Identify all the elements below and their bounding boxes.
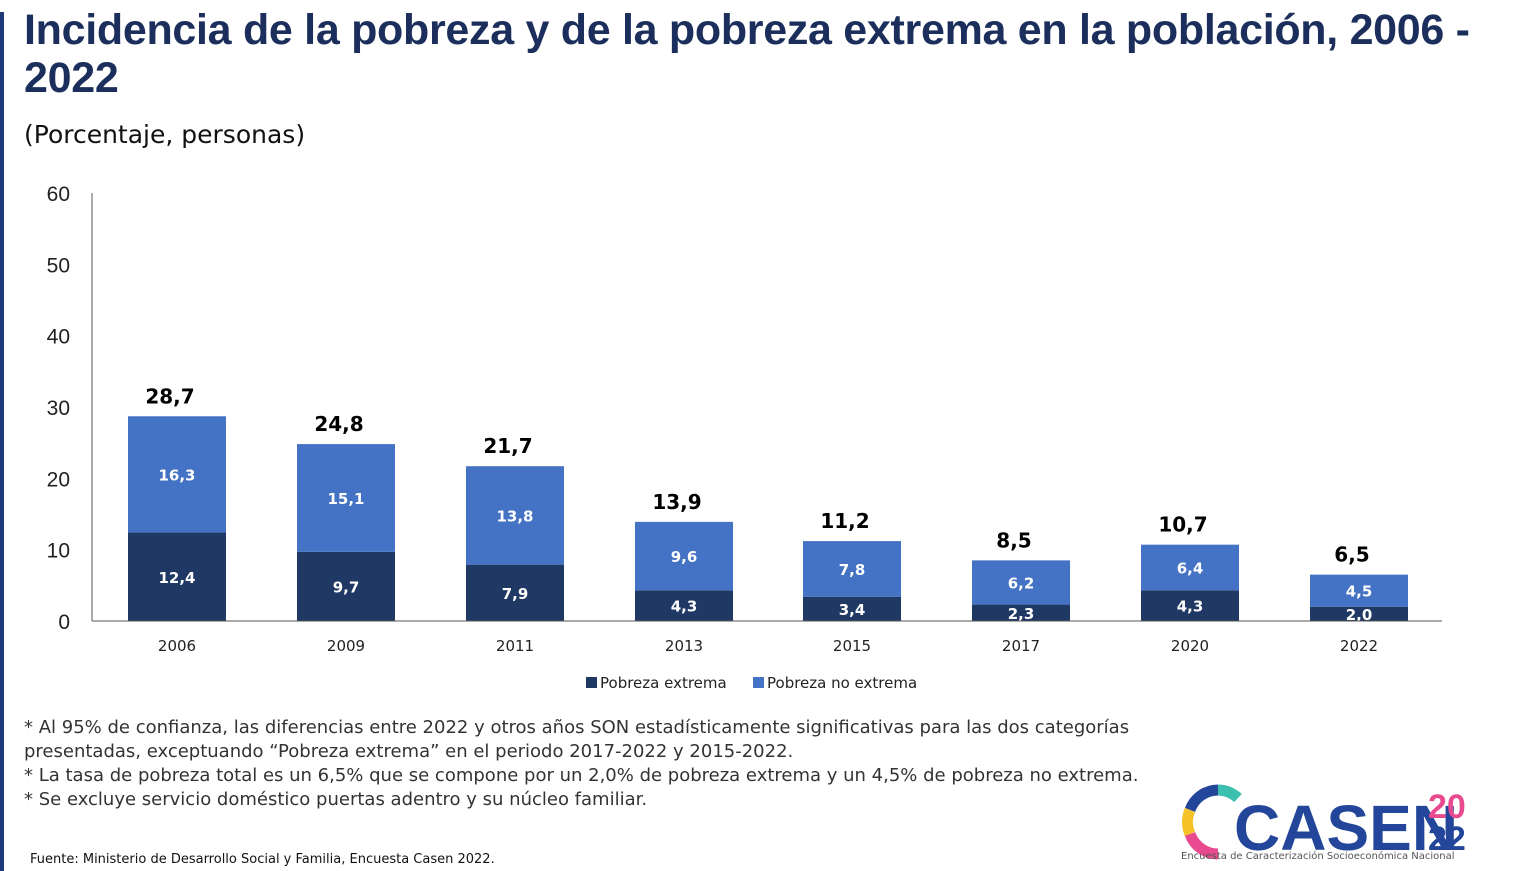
legend-label: Pobreza extrema [600,674,727,692]
data-label-no-extrema: 9,6 [671,548,698,566]
data-label-no-extrema: 6,2 [1008,574,1035,592]
x-tick-label: 2020 [1171,637,1209,655]
logo-c-ring-icon [1182,784,1242,860]
chart-title: Incidencia de la pobreza y de la pobreza… [24,6,1470,102]
data-label-extrema: 9,7 [333,578,360,596]
x-tick-label: 2009 [327,637,365,655]
data-label-extrema: 7,9 [502,585,529,603]
footnote-confidence: * Al 95% de confianza, las diferencias e… [24,717,1130,762]
bar-pobreza-no-extrema [1310,574,1408,607]
data-label-no-extrema: 7,8 [839,561,866,579]
casen-logo: CASEN 20 22 [1182,784,1466,864]
stacked-bar-chart: 0 10 20 30 40 50 60 12,4 16,3 28,7 9,7 15,1 24,8 7,9… [47,183,1442,692]
total-label: 10,7 [1158,513,1207,537]
y-axis: 0 10 20 30 40 50 60 [47,183,93,634]
data-label-extrema: 3,4 [839,601,866,619]
bar-pobreza-no-extrema [803,541,901,597]
logo-caption: Encuesta de Caracterización Socioeconómi… [1181,851,1455,862]
bar-pobreza-no-extrema [972,560,1070,605]
x-tick-label: 2015 [833,637,871,655]
y-tick-label: 60 [47,183,70,206]
legend-label: Pobreza no extrema [767,674,917,692]
footnote-total-rate: * La tasa de pobreza total es un 6,5% qu… [24,765,1139,786]
logo-year-top: 20 [1428,788,1466,826]
bar-pobreza-no-extrema [466,466,564,565]
x-axis: 2006 2009 2011 2013 2015 2017 2020 2022 [92,620,1442,655]
y-tick-label: 30 [47,397,70,420]
data-label-no-extrema: 13,8 [496,507,533,525]
bar-pobreza-extrema [1310,606,1408,621]
chart-subtitle: (Porcentaje, personas) [24,120,306,149]
bar-pobreza-no-extrema [1141,544,1239,591]
total-label: 28,7 [145,384,194,408]
y-tick-label: 20 [47,468,70,491]
data-label-extrema: 4,3 [1177,598,1204,616]
x-tick-label: 2013 [665,637,703,655]
x-tick-label: 2017 [1002,637,1040,655]
bar-pobreza-extrema [972,604,1070,621]
left-accent-rule [0,12,4,871]
data-label-extrema: 2,0 [1346,606,1373,624]
x-tick-label: 2022 [1340,637,1378,655]
total-label: 13,9 [652,490,701,514]
y-tick-label: 50 [47,254,70,277]
data-label-extrema: 4,3 [671,598,698,616]
bar-pobreza-extrema [1141,590,1239,621]
source-note: Fuente: Ministerio de Desarrollo Social … [30,852,495,867]
bar-pobreza-no-extrema [297,444,395,552]
x-tick-label: 2006 [158,637,196,655]
bars: 12,4 16,3 28,7 9,7 15,1 24,8 7,9 13,8 21,7 4,3 9,6… [128,384,1408,624]
data-label-no-extrema: 6,4 [1177,560,1204,578]
bar-pobreza-extrema [635,590,733,621]
total-label: 21,7 [483,434,532,458]
legend: Pobreza extrema Pobreza no extrema [586,674,917,692]
data-label-no-extrema: 16,3 [158,466,195,484]
data-label-extrema: 12,4 [158,569,195,587]
total-label: 8,5 [996,528,1031,552]
data-label-no-extrema: 4,5 [1346,583,1373,601]
total-label: 6,5 [1334,543,1369,567]
bar-pobreza-no-extrema [128,416,226,533]
bar-pobreza-no-extrema [635,521,733,591]
logo-word: CASEN [1234,792,1458,864]
legend-swatch [586,677,597,688]
bar-pobreza-extrema [466,564,564,621]
y-tick-label: 40 [47,326,70,349]
bar-pobreza-extrema [297,551,395,621]
footnotes: * Al 95% de confianza, las diferencias e… [24,716,1164,812]
y-tick-label: 0 [58,611,70,634]
total-label: 24,8 [314,412,363,436]
logo-year-bottom: 22 [1428,820,1466,858]
y-tick-label: 10 [47,540,70,563]
bar-pobreza-extrema [803,596,901,621]
footnote-exclusion: * Se excluye servicio doméstico puertas … [24,789,648,810]
data-label-extrema: 2,3 [1008,605,1035,623]
x-tick-label: 2011 [496,637,534,655]
total-label: 11,2 [820,509,869,533]
data-label-no-extrema: 15,1 [327,490,364,508]
legend-swatch [753,677,764,688]
bar-pobreza-extrema [128,532,226,621]
